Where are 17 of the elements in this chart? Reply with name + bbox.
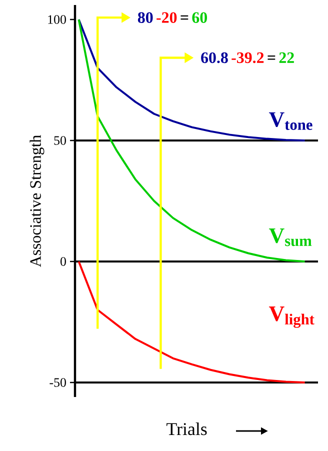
text: V$_{light}$: [269, 306, 314, 328]
annotation: 80: [138, 12, 153, 23]
annotation: =: [268, 55, 276, 60]
annotation: -39.2: [232, 52, 264, 64]
y-tick-label: 100: [48, 15, 66, 24]
y-tick-label: 0: [60, 257, 66, 266]
x-axis-title: Trials: [166, 422, 207, 436]
y-tick-label: 50: [54, 136, 66, 145]
y-tick-label: -50: [50, 378, 66, 387]
annotation: -20: [156, 12, 177, 23]
annotation: =: [180, 15, 188, 20]
annotation: 60: [192, 12, 207, 23]
series-label: V$_{sum}$: [269, 228, 312, 246]
y-axis-title: Associative Strength: [30, 135, 44, 268]
annotation: 22: [279, 52, 294, 63]
series-label: V$_{tone}$: [269, 112, 312, 130]
annotation: 60.8: [201, 52, 228, 64]
